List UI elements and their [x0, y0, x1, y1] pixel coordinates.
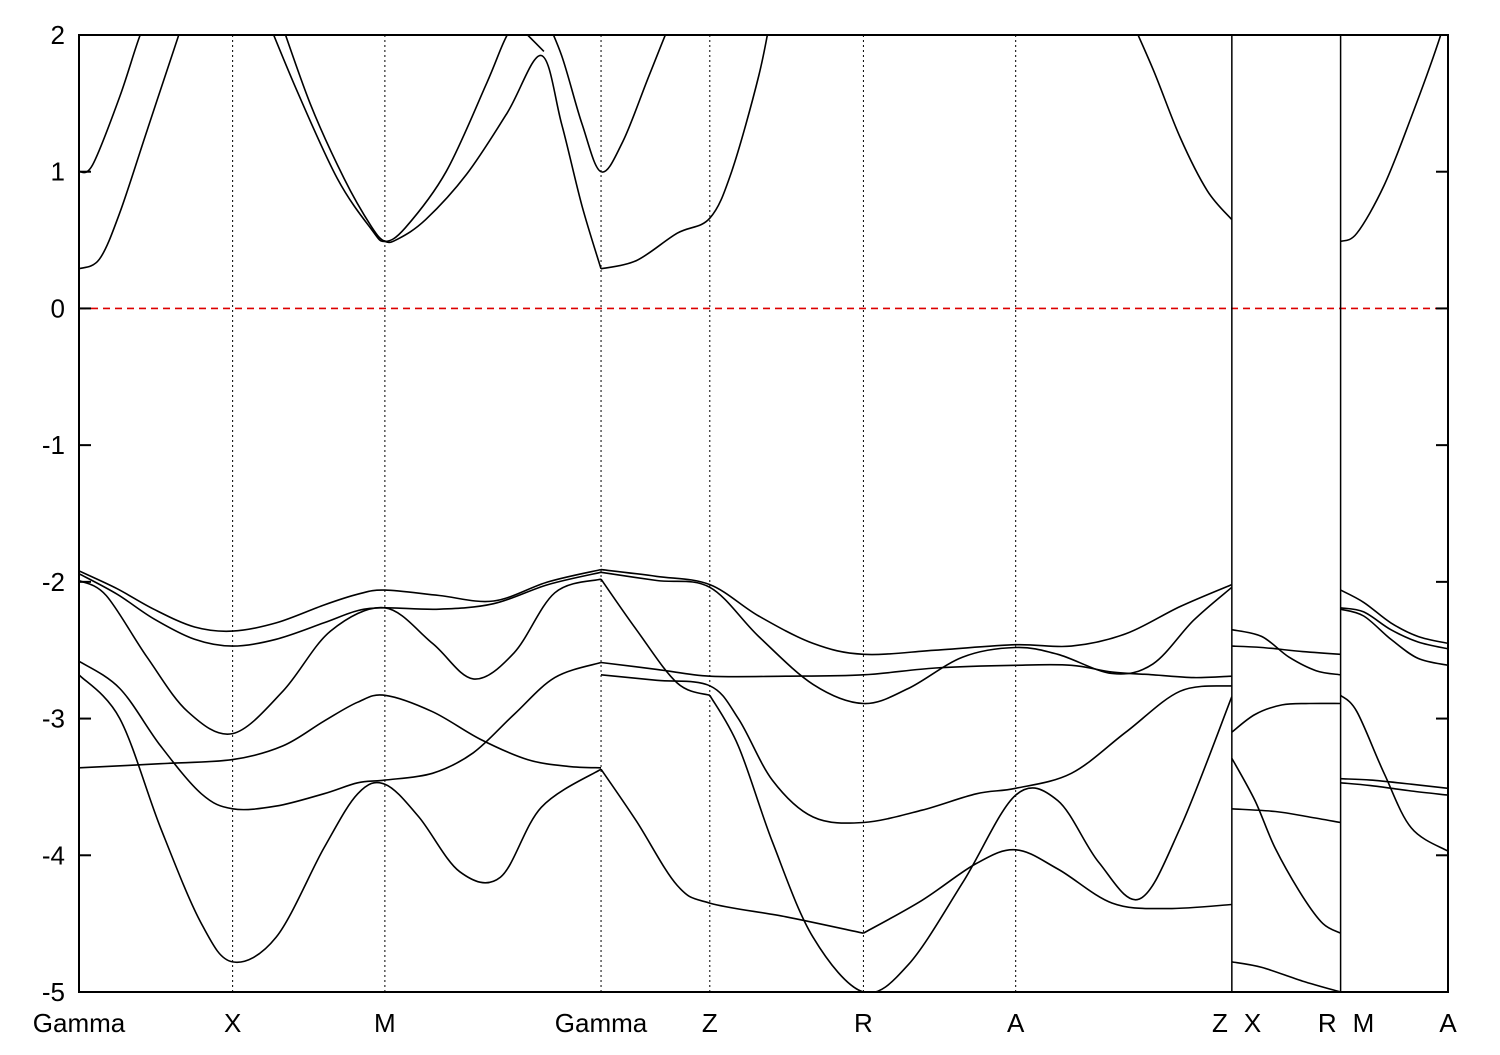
plot-frame	[78, 34, 1449, 993]
band-line-4	[79, 578, 602, 735]
band-line-20	[1340, 589, 1448, 645]
y-tick-label: 1	[51, 157, 65, 187]
x-tick-label: Z	[1212, 1008, 1228, 1038]
band-line-34	[1340, 35, 1442, 243]
y-tick-label: -2	[42, 567, 65, 597]
x-tick-label: A	[1007, 1008, 1025, 1038]
x-tick-label: X	[1244, 1008, 1261, 1038]
band-line-12	[709, 694, 1233, 992]
y-tick-label: -5	[42, 977, 65, 1007]
band-line-16	[1231, 702, 1341, 733]
band-line-14	[1231, 628, 1341, 676]
band-line-2	[79, 571, 602, 647]
y-tick-label: 0	[51, 293, 65, 323]
band-line-26	[79, 35, 142, 174]
band-line-5	[600, 578, 711, 697]
band-line-24	[1340, 777, 1448, 790]
y-tick-label: -4	[42, 840, 65, 870]
x-tick-label: Gamma	[33, 1008, 126, 1038]
band-line-25	[1340, 782, 1448, 796]
band-line-21	[1340, 607, 1448, 650]
band-line-1	[600, 568, 1233, 656]
band-line-9	[79, 694, 602, 769]
band-line-29	[284, 35, 602, 270]
x-tick-label: R	[1318, 1008, 1337, 1038]
band-line-8	[79, 674, 602, 964]
x-tick-label: R	[854, 1008, 873, 1038]
x-tick-label: Gamma	[555, 1008, 648, 1038]
band-line-33	[1137, 35, 1233, 221]
band-line-32	[552, 35, 667, 173]
y-axis-ticks: 2 1 0 -1 -2 -3 -4 -5	[42, 20, 1448, 1007]
k-point-gridlines	[232, 35, 1017, 992]
band-line-19	[1231, 961, 1341, 992]
band-line-23	[1340, 694, 1448, 852]
x-axis-ticks: Gamma X M Gamma Z R A Z X R M A	[33, 1008, 1458, 1038]
x-tick-label: X	[224, 1008, 241, 1038]
y-tick-label: -3	[42, 704, 65, 734]
band-line-11	[600, 674, 1232, 824]
y-tick-label: -1	[42, 430, 65, 460]
segment-breaks	[1231, 35, 1342, 992]
band-line-30	[527, 35, 545, 52]
x-tick-label: A	[1439, 1008, 1457, 1038]
band-line-7	[600, 661, 1232, 679]
band-line-22	[1340, 608, 1448, 667]
band-line-18	[1231, 808, 1341, 824]
band-line-17	[1231, 757, 1341, 934]
x-tick-label: Z	[702, 1008, 718, 1038]
band-line-13	[863, 848, 1232, 934]
x-tick-label: M	[374, 1008, 396, 1038]
band-lines	[79, 35, 1448, 992]
band-line-28	[272, 35, 509, 243]
band-line-6	[79, 660, 602, 811]
x-tick-label: M	[1353, 1008, 1375, 1038]
y-tick-label: 2	[51, 20, 65, 50]
band-line-15	[1231, 645, 1341, 656]
band-line-10	[600, 768, 864, 934]
band-line-31	[600, 35, 769, 270]
band-line-27	[79, 35, 180, 270]
band-line-0	[79, 568, 602, 633]
band-line-3	[600, 571, 1233, 705]
